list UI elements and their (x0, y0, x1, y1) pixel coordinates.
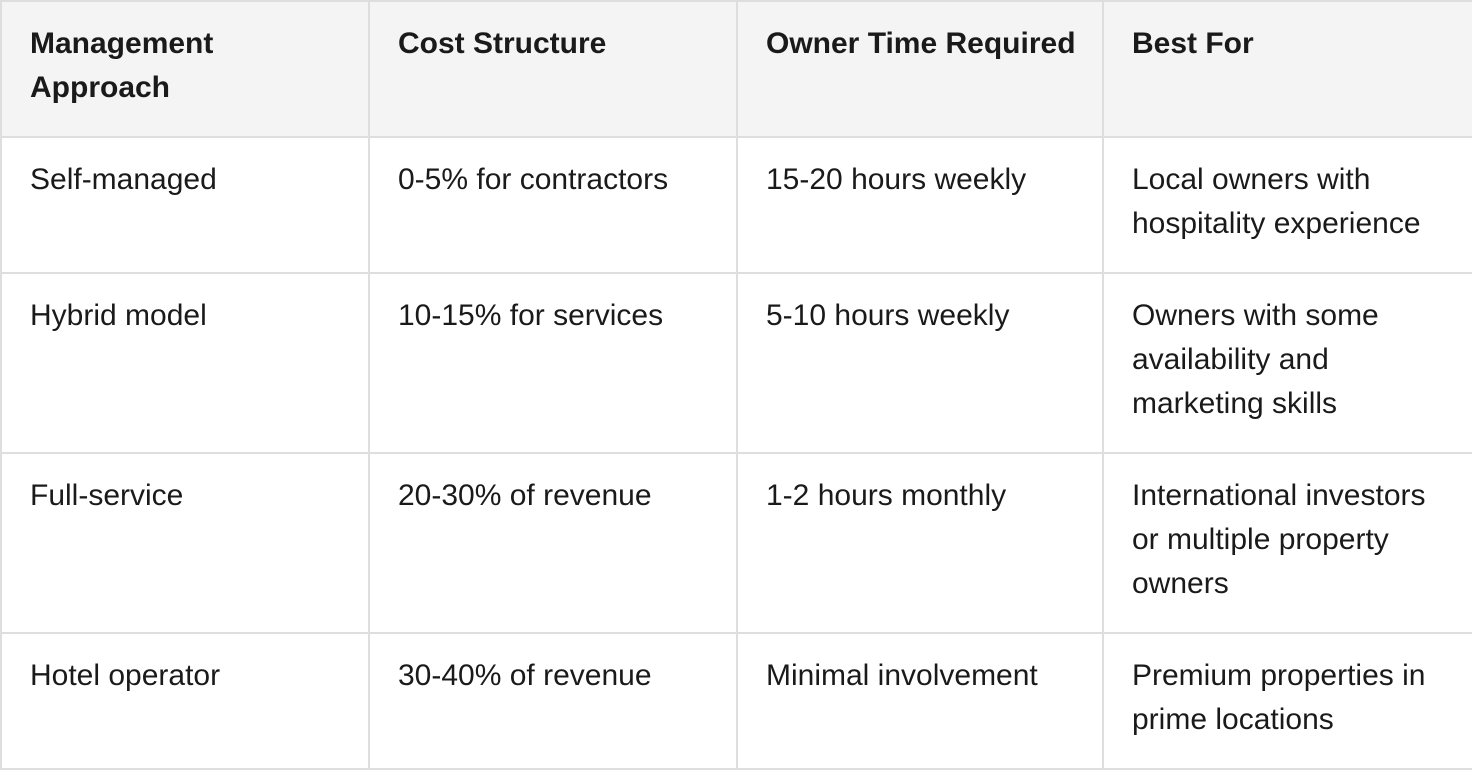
table-cell: 0-5% for contractors (368, 136, 738, 274)
header-row: Management Approach Cost Structure Owner… (0, 0, 1472, 138)
table-cell: Hybrid model (0, 272, 370, 454)
table-cell: Full-service (0, 452, 370, 634)
header-cell: Cost Structure (368, 0, 738, 138)
table-cell: Hotel operator (0, 632, 370, 770)
table-cell: International investors or multiple prop… (1102, 452, 1472, 634)
table-cell: Minimal involvement (736, 632, 1104, 770)
table-row: Self-managed 0-5% for contractors 15-20 ho… (0, 136, 1472, 274)
table-cell: Self-managed (0, 136, 370, 274)
table-cell: 30-40% of revenue (368, 632, 738, 770)
table-cell: 1-2 hours monthly (736, 452, 1104, 634)
table-row: Hotel operator 30-40% of revenue Minimal i… (0, 632, 1472, 770)
header-cell: Best For (1102, 0, 1472, 138)
table-row: Full-service 20-30% of revenue 1-2 hours m… (0, 452, 1472, 634)
table-body: Self-managed 0-5% for contractors 15-20 ho… (0, 136, 1472, 770)
table-cell: 15-20 hours weekly (736, 136, 1104, 274)
table-cell: 20-30% of revenue (368, 452, 738, 634)
table-cell: 5-10 hours weekly (736, 272, 1104, 454)
table-cell: Local owners with hospitality experience (1102, 136, 1472, 274)
table-cell: Premium properties in prime locations (1102, 632, 1472, 770)
header-cell: Owner Time Required (736, 0, 1104, 138)
header-cell: Management Approach (0, 0, 370, 138)
table-cell: Owners with some availability and market… (1102, 272, 1472, 454)
table-cell: 10-15% for services (368, 272, 738, 454)
table-row: Hybrid model 10-15% for services 5-10 hour… (0, 272, 1472, 454)
